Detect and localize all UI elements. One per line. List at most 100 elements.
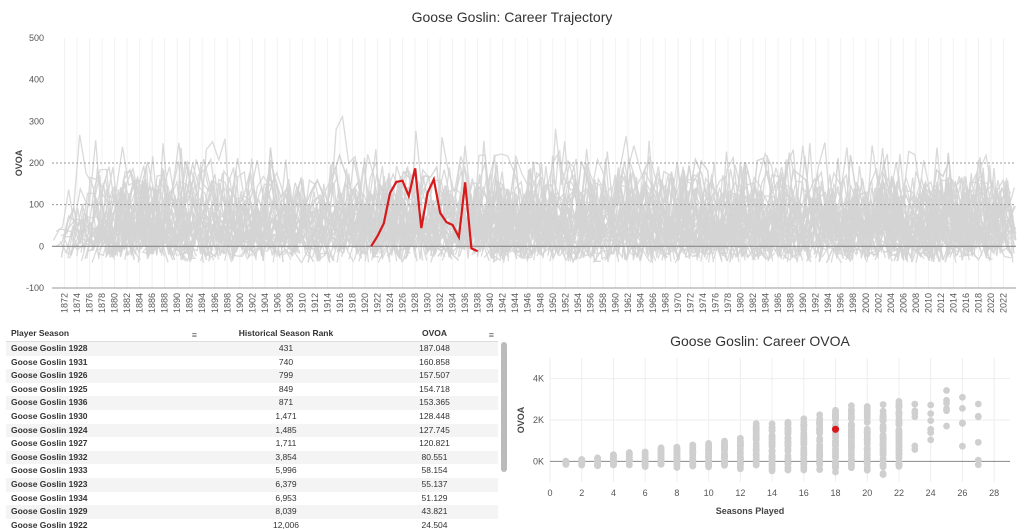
scatter-point: [974, 438, 982, 446]
rank-cell: 8,039: [275, 506, 297, 517]
x-tick-label: 1894: [197, 293, 207, 313]
background-career-line: [676, 157, 728, 261]
background-career-line: [653, 177, 693, 252]
table-row[interactable]: Goose Goslin 1933 5,996 58.154: [6, 464, 498, 478]
scatter-point: [736, 446, 744, 454]
table-row[interactable]: Goose Goslin 1925 849 154.718: [6, 383, 498, 397]
table-row[interactable]: Goose Goslin 1924 1,485 127.745: [6, 423, 498, 438]
scatter-point: [721, 455, 728, 462]
x-tick-label: 1900: [235, 293, 245, 313]
table-row[interactable]: Goose Goslin 1929 8,039 43.821: [6, 505, 498, 519]
rank-cell: 431: [278, 343, 294, 353]
scatter-point: [736, 455, 744, 463]
background-career-line: [904, 160, 937, 250]
scatter-points: [562, 387, 982, 479]
scatter-point: [800, 437, 808, 444]
x-tick-label: 1906: [272, 293, 282, 313]
x-tick-label: 1946: [523, 293, 533, 313]
sort-icon[interactable]: ≡: [488, 330, 494, 340]
x-tick-label: 2004: [886, 293, 896, 313]
background-career-line: [796, 186, 842, 264]
scatter-point: [832, 438, 839, 445]
x-tick-label: 1926: [398, 293, 408, 313]
scatter-point: [657, 459, 665, 467]
scatter-point: [673, 460, 681, 468]
table-row[interactable]: Goose Goslin 1923 6,379 55.137: [6, 477, 498, 492]
x-tick-label: 1932: [435, 293, 445, 313]
table-row[interactable]: Goose Goslin 1928 431 187.048: [6, 342, 498, 356]
background-career-line: [767, 168, 844, 262]
chart-title: Goose Goslin: Career Trajectory: [411, 9, 613, 25]
scatter-point: [816, 466, 824, 473]
rank-cell: 6,953: [275, 492, 297, 503]
scatter-point: [959, 393, 966, 401]
player-season-cell: Goose Goslin 1930: [11, 410, 88, 421]
background-career-line: [80, 174, 114, 255]
ovoa-cell: 58.154: [421, 465, 448, 476]
player-season-cell: Goose Goslin 1933: [11, 465, 88, 476]
table-row[interactable]: Goose Goslin 1931 740 160.858: [6, 356, 498, 370]
header-historical-rank[interactable]: Historical Season Rank: [238, 328, 334, 338]
table-row[interactable]: Goose Goslin 1930 1,471 128.448: [6, 410, 498, 424]
background-career-line: [818, 155, 870, 263]
x-tick-label: 20: [862, 488, 872, 498]
ovoa-cell: 154.718: [419, 383, 450, 394]
ovoa-cell: 187.048: [419, 343, 450, 353]
background-career-line: [488, 205, 596, 256]
player-season-table[interactable]: Player Season ≡ Historical Season Rank OV…: [6, 326, 498, 529]
table-row[interactable]: Goose Goslin 1936 871 153.365: [6, 396, 498, 410]
background-career-line: [236, 173, 320, 262]
scatter-point: [816, 437, 824, 445]
rank-cell: 1,471: [275, 410, 297, 421]
scatter-point: [863, 413, 871, 421]
background-career-line: [722, 183, 793, 258]
ovoa-cell: 80.551: [421, 451, 448, 462]
goose-goslin-point: [831, 425, 840, 433]
x-tick-label: 6: [643, 488, 648, 498]
scatter-point: [847, 460, 855, 468]
x-tick-label: 2018: [973, 293, 983, 313]
scatter-point: [895, 458, 903, 466]
ovoa-cell: 120.821: [419, 438, 450, 449]
scatter-point: [943, 405, 950, 412]
x-tick-label: 18: [831, 488, 841, 498]
x-tick-label: 12: [735, 488, 745, 498]
background-career-line: [322, 205, 362, 247]
table-row[interactable]: Goose Goslin 1927 1,711 120.821: [6, 437, 498, 451]
table-row[interactable]: Goose Goslin 1932 3,854 80.551: [6, 450, 498, 465]
scatter-point: [832, 412, 839, 420]
career-trajectory-chart[interactable]: -100 0 100 200 300 400 500 1872 1874 1876 1878 1880…: [0, 30, 1024, 325]
header-ovoa[interactable]: OVOA ≡: [371, 326, 498, 341]
x-tick-label: 16: [799, 488, 809, 498]
scatter-point: [784, 441, 792, 449]
x-tick-label: 1914: [322, 293, 332, 313]
table-row[interactable]: Goose Goslin 1926 799 157.507: [6, 369, 498, 383]
table-scrollbar[interactable]: [501, 342, 507, 472]
table-row[interactable]: Goose Goslin 1922 12,006 24.504: [6, 519, 498, 529]
table-row[interactable]: Goose Goslin 1934 6,953 51.129: [6, 492, 498, 506]
background-career-line: [114, 222, 147, 248]
header-player-season[interactable]: Player Season ≡: [6, 326, 201, 341]
rank-cell: 1,711: [275, 438, 297, 449]
background-career-line: [732, 161, 765, 249]
x-tick-label: 1998: [848, 293, 858, 313]
x-tick-label: 2014: [948, 293, 958, 313]
x-tick-label: 1940: [485, 293, 495, 313]
x-tick-label: 1922: [373, 293, 383, 313]
scatter-point: [959, 442, 966, 450]
background-career-line: [108, 182, 191, 263]
x-tick-label: 1938: [473, 293, 483, 313]
background-career-line: [672, 202, 768, 260]
x-tick-label: 1990: [798, 293, 808, 313]
x-tick-label: 1878: [97, 293, 107, 313]
scatter-point: [752, 455, 760, 463]
x-tick-label: 1978: [723, 293, 733, 313]
scatter-point: [562, 458, 570, 466]
scatter-point: [768, 427, 776, 435]
scatter-point: [816, 419, 824, 426]
background-career-line: [768, 172, 789, 254]
sort-icon[interactable]: ≡: [191, 330, 197, 340]
player-season-cell: Goose Goslin 1931: [11, 356, 88, 367]
y-tick-label: 200: [29, 158, 44, 168]
